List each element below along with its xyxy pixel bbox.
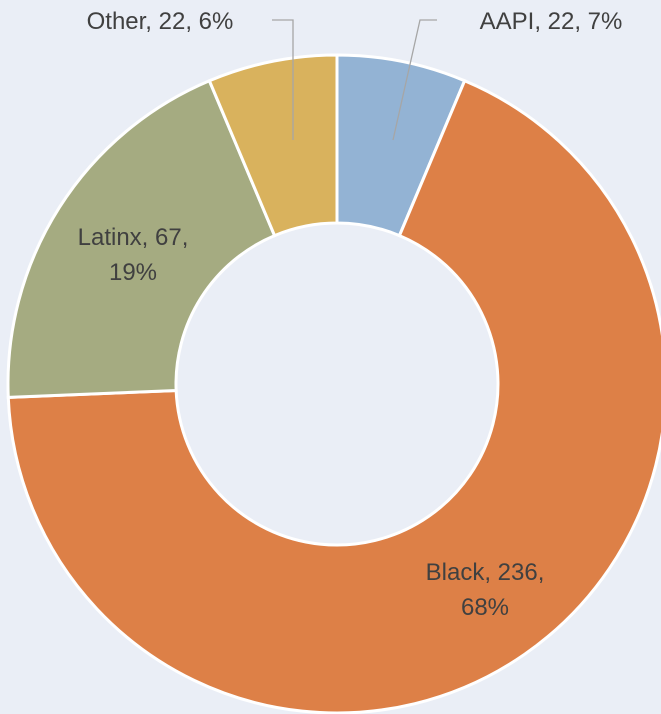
data-label: Latinx, 67, 19%: [77, 224, 189, 286]
data-label: Black, 236, 68%: [425, 559, 545, 621]
leader-line: [272, 19, 294, 140]
data-label: Other, 22, 6%: [86, 8, 234, 35]
data-label: AAPI, 22, 7%: [479, 8, 623, 35]
donut-slice: [6, 78, 277, 399]
donut-slice: [6, 78, 661, 714]
leader-line: [392, 19, 437, 141]
donut-slice: [207, 53, 339, 238]
